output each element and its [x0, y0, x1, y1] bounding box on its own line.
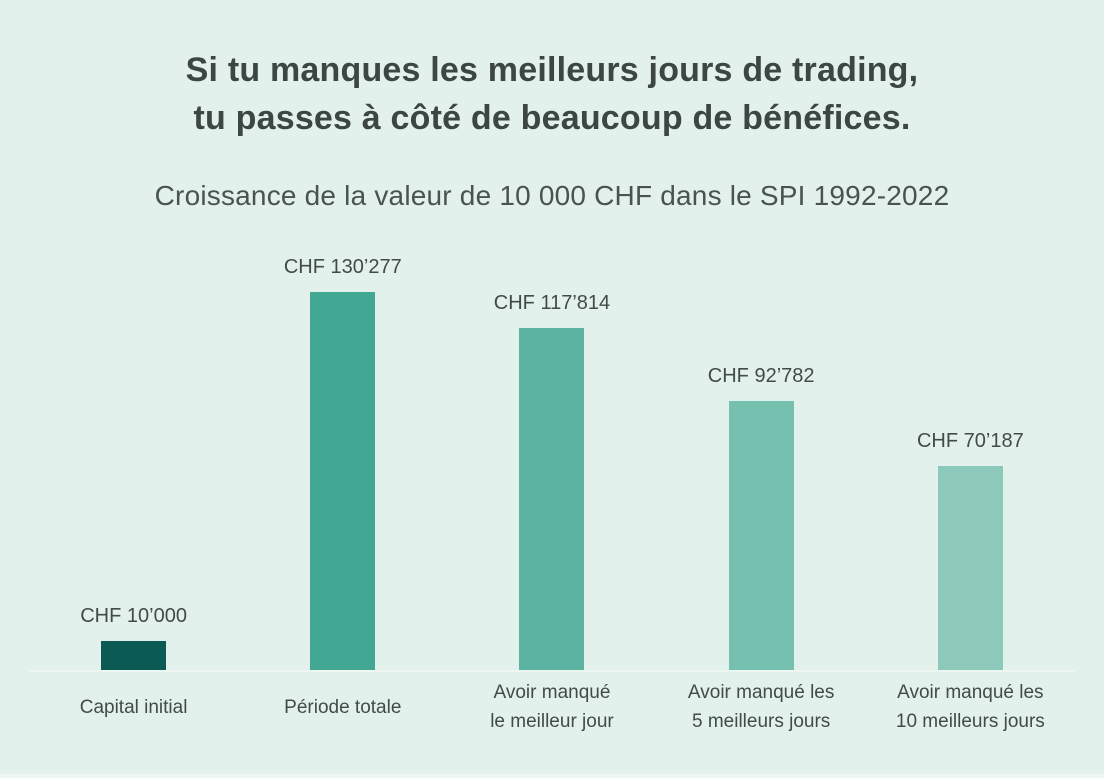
chart-title: Croissance de la valeur de 10 000 CHF da… — [154, 180, 950, 211]
bar — [101, 641, 167, 670]
category-label: Période totale — [284, 696, 402, 718]
bar — [310, 292, 376, 670]
headline: Si tu manques les meilleurs jours de tra… — [0, 0, 1104, 142]
bar-chart: CHF 10’000 CHF 130’277 CHF 117’814 CHF 92’7… — [29, 235, 1075, 736]
bar-value-label: CHF 10’000 — [80, 605, 187, 627]
bar — [519, 328, 585, 670]
category-label: Capital initial — [79, 696, 188, 718]
bar-value-label: CHF 130’277 — [283, 256, 402, 278]
bar-column: CHF 92’782 — [657, 365, 866, 670]
bar — [728, 401, 794, 670]
bar-column: CHF 117’814 — [447, 292, 656, 670]
plot-area: CHF 10’000 CHF 130’277 CHF 117’814 CHF 92’7… — [29, 235, 1075, 672]
bar-value-label: CHF 92’782 — [707, 365, 815, 387]
bottom-edge-strip — [0, 774, 1104, 778]
category-axis: Capital initial Période totale Avoir manqu… — [29, 672, 1075, 736]
category-label: Avoir manqué les 5 meilleurs jours — [687, 682, 835, 732]
headline-line-1: Si tu manques les meilleurs jours de tra… — [185, 51, 919, 89]
bar-column: CHF 130’277 — [238, 256, 447, 670]
bar-value-label: CHF 70’187 — [916, 430, 1024, 452]
headline-line-2: tu passes à côté de beaucoup de bénéfice… — [193, 99, 911, 137]
bar-column: CHF 10’000 — [29, 605, 238, 670]
category-label: Avoir manqué les 10 meilleurs jours — [895, 682, 1045, 732]
bar-value-label: CHF 117’814 — [493, 292, 611, 314]
bar — [937, 466, 1003, 670]
bar-column: CHF 70’187 — [866, 430, 1075, 670]
category-label: Avoir manqué le meilleur jour — [490, 682, 614, 732]
